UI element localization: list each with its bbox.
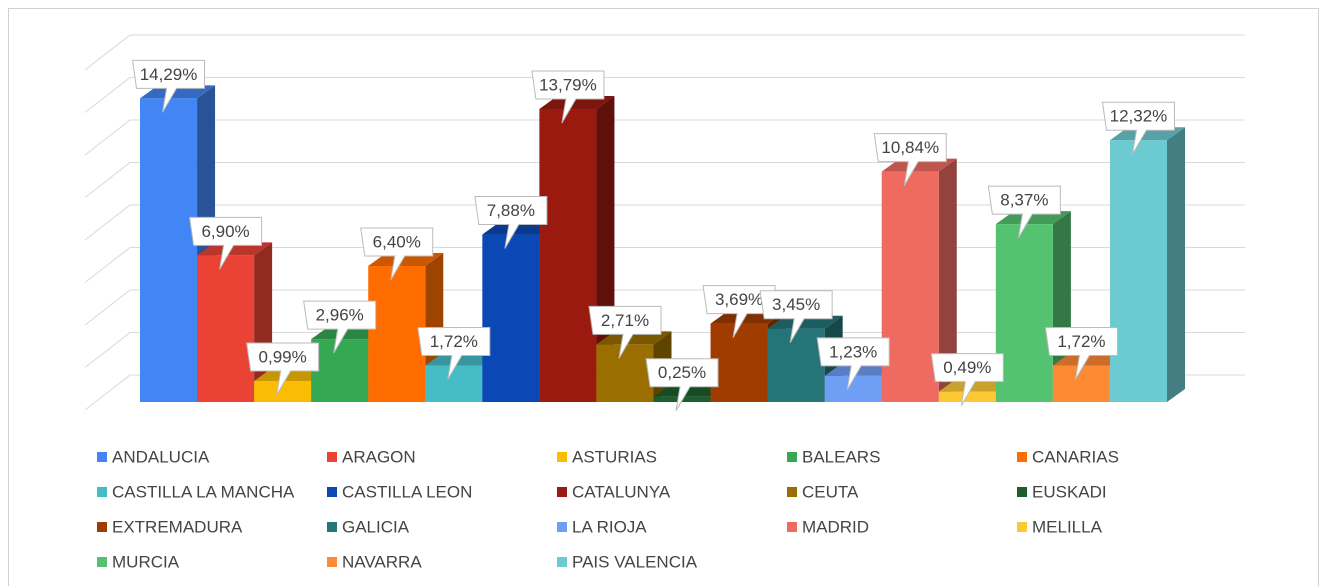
bar: [596, 344, 654, 402]
label-callout: [588, 305, 662, 359]
data-label: 2,71%: [601, 311, 649, 330]
legend-label: MADRID: [802, 517, 869, 536]
legend-label: ASTURIAS: [572, 447, 657, 466]
label-callout: [131, 59, 206, 113]
legend-label: NAVARRA: [342, 552, 422, 571]
grid-line: [84, 247, 1245, 283]
legend-label: CEUTA: [802, 482, 859, 501]
legend-label: EXTREMADURA: [112, 517, 243, 536]
legend-label: CASTILLA LA MANCHA: [112, 482, 295, 501]
legend-swatch: [557, 487, 567, 497]
legend-swatch: [557, 452, 567, 462]
bar: [254, 380, 312, 402]
label-callout: [417, 326, 491, 380]
data-label: 12,32%: [1110, 107, 1168, 126]
label-callout: [189, 216, 263, 270]
grid-line: [84, 162, 1245, 198]
bar: [995, 224, 1053, 402]
legend-swatch: [327, 557, 337, 567]
legend-swatch: [97, 557, 107, 567]
legend-label: EUSKADI: [1032, 482, 1107, 501]
legend-swatch: [327, 452, 337, 462]
label-callout: [303, 300, 377, 354]
label-callout: [816, 337, 890, 391]
legend-label: MELILLA: [1032, 517, 1103, 536]
bar: [539, 108, 597, 403]
bar: [1109, 140, 1167, 402]
bar: [482, 234, 540, 402]
label-callout: [645, 358, 719, 411]
grid-line: [84, 204, 1245, 241]
bar: [938, 391, 996, 402]
legend-swatch: [327, 522, 337, 532]
grid-line: [84, 289, 1245, 326]
label-callout: [759, 290, 833, 343]
label-callout: [531, 70, 605, 124]
data-label: 14,29%: [140, 65, 198, 84]
label-callout: [246, 342, 320, 396]
legend-label: CASTILLA LEON: [342, 482, 472, 501]
label-callout: [930, 353, 1004, 406]
data-label: 0,49%: [943, 358, 991, 377]
bar: [1052, 365, 1110, 402]
bar: [368, 266, 426, 402]
bar: [710, 323, 768, 402]
legend-swatch: [1017, 487, 1027, 497]
legend-swatch: [327, 487, 337, 497]
legend-swatch: [97, 452, 107, 462]
legend-label: MURCIA: [112, 552, 180, 571]
legend-swatch: [97, 522, 107, 532]
label-callout: [987, 185, 1061, 239]
grid-line: [84, 119, 1245, 156]
legend-swatch: [787, 452, 797, 462]
data-label: 1,23%: [829, 342, 877, 361]
bar: [425, 365, 483, 402]
grid-line: [84, 34, 1245, 71]
data-label: 1,72%: [430, 332, 478, 351]
legend-swatch: [97, 487, 107, 497]
bar: [140, 98, 198, 403]
legend-label: GALICIA: [342, 517, 410, 536]
data-label: 3,45%: [772, 295, 820, 314]
legend-label: LA RIOJA: [572, 517, 647, 536]
data-label: 0,25%: [658, 363, 706, 382]
data-label: 1,72%: [1057, 332, 1105, 351]
bar: [311, 339, 369, 402]
data-label: 8,37%: [1000, 191, 1048, 210]
legend-swatch: [787, 522, 797, 532]
grid-line: [84, 332, 1245, 368]
legend-label: CATALUNYA: [572, 482, 671, 501]
legend-label: PAIS VALENCIA: [572, 552, 698, 571]
legend-swatch: [787, 487, 797, 497]
data-label: 10,84%: [881, 138, 939, 157]
label-callout: [873, 133, 947, 186]
label-callout: [474, 196, 548, 249]
data-label: 3,69%: [715, 290, 763, 309]
legend-swatch: [1017, 452, 1027, 462]
label-callout: [1044, 326, 1118, 380]
label-callout: [360, 227, 434, 281]
grid-line: [84, 77, 1245, 113]
data-label: 0,99%: [259, 347, 307, 366]
data-label: 13,79%: [539, 75, 597, 94]
bar: [881, 171, 939, 402]
data-label: 2,96%: [316, 306, 364, 325]
data-label: 6,40%: [373, 232, 421, 251]
legend-label: ANDALUCIA: [112, 447, 210, 466]
legend-label: ARAGON: [342, 447, 416, 466]
legend-swatch: [557, 522, 567, 532]
legend-swatch: [1017, 522, 1027, 532]
bar-side: [1167, 127, 1185, 402]
label-callout: [1101, 101, 1175, 155]
data-label: 6,90%: [201, 222, 249, 241]
legend-swatch: [557, 557, 567, 567]
legend-label: CANARIAS: [1032, 447, 1119, 466]
bar: [767, 328, 825, 402]
bar-side: [938, 158, 957, 402]
legend-label: BALEARS: [802, 447, 880, 466]
data-label: 7,88%: [487, 201, 535, 220]
bar: [197, 255, 255, 402]
